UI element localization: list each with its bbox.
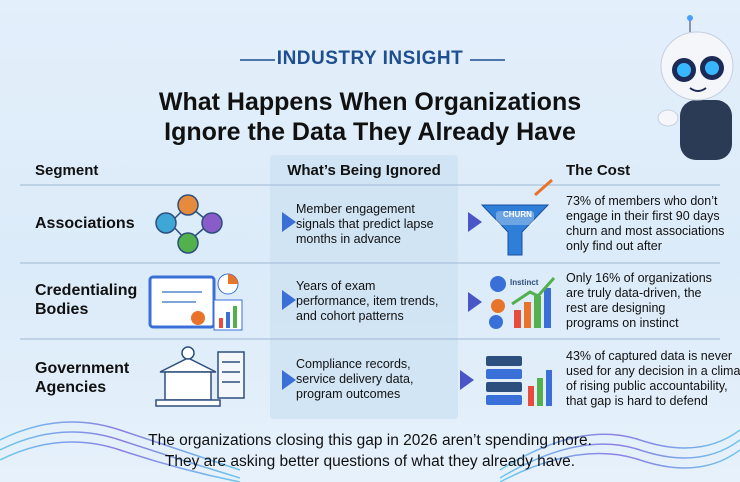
segment-text: Agencies	[35, 379, 107, 396]
kicker: INDUSTRY INSIGHT	[276, 48, 464, 69]
segment-text: Associations	[35, 214, 135, 232]
certificate-icon	[148, 273, 243, 331]
cost-text: churn and most associations	[566, 224, 725, 238]
ignored-text: service delivery data,	[296, 371, 414, 386]
cost-text: 73% of members who don’t	[566, 194, 718, 208]
cost-text: only find out after	[566, 239, 662, 253]
title: Ignore the Data They Already Have	[164, 118, 576, 146]
column-panel	[270, 155, 458, 419]
ignored-text: Compliance records,	[296, 356, 411, 371]
building-icon	[155, 346, 245, 407]
ignored-text: Member engagement	[296, 201, 415, 216]
column-header: Segment	[35, 162, 99, 179]
network-icon	[155, 194, 223, 254]
cost-text: are truly data-driven, the	[566, 286, 702, 300]
ignored-text: months in advance	[296, 231, 401, 246]
footer-line: The organizations closing this gap in 20…	[148, 432, 592, 449]
ignored-text: Years of exam	[296, 278, 376, 293]
segment-text: Bodies	[35, 301, 89, 318]
cost-text: programs on instinct	[566, 316, 679, 330]
cost-text: of rising public accountability,	[566, 379, 728, 393]
robot	[657, 15, 734, 160]
cost-text: Only 16% of organizations	[566, 271, 712, 285]
segment-text: Government	[35, 360, 130, 377]
segment-text: Credentialing	[35, 282, 138, 299]
column-header: The Cost	[566, 162, 631, 179]
title: What Happens When Organizations	[158, 88, 582, 116]
funnel-icon	[480, 178, 553, 256]
ignored-text: signals that predict lapse	[296, 216, 434, 231]
icon-label: CHURN	[503, 210, 532, 219]
footer-line: They are asking better questions of what…	[164, 453, 576, 470]
ignored-text: performance, item trends,	[296, 293, 439, 308]
icon-label: Instinct	[510, 278, 539, 287]
cost-text: rest are designing	[566, 301, 666, 315]
ignored-text: and cohort patterns	[296, 308, 404, 323]
cost-text: that gap is hard to defend	[566, 394, 708, 408]
ignored-text: program outcomes	[296, 386, 401, 401]
column-header: What’s Being Ignored	[287, 162, 441, 179]
server-icon	[486, 356, 552, 406]
waves	[0, 421, 740, 482]
cost-text: engage in their first 90 days	[566, 209, 720, 223]
arrows	[225, 212, 482, 390]
cost-text: 43% of captured data is never	[566, 349, 733, 363]
cost-text: used for any decision in a climate	[566, 364, 740, 378]
growth-icon	[489, 276, 556, 329]
